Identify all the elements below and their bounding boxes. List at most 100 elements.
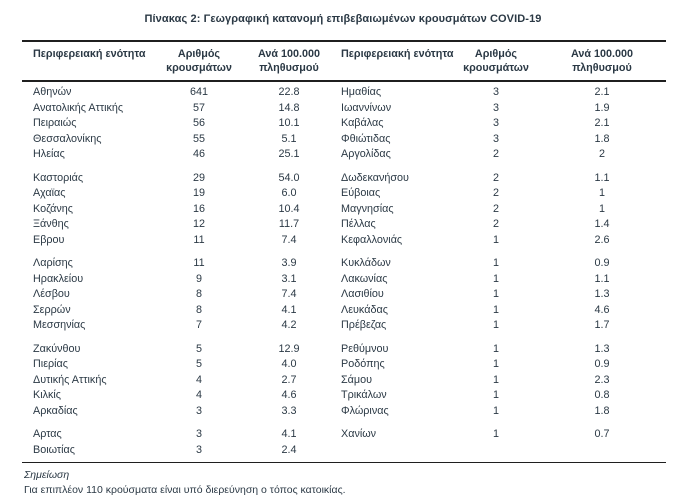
- region-cell: Ζακύνθου: [33, 342, 81, 355]
- rate-cell: 0.9: [594, 358, 610, 370]
- cases-cell: 7: [195, 319, 202, 331]
- col-header-cases-right-label: Αριθμός κρουσμάτων: [463, 48, 529, 74]
- footnote: Σημείωση Για επιπλέον 110 κρούσματα είνα…: [24, 468, 686, 498]
- region-cell: Ηρακλείου: [33, 272, 84, 285]
- rate-cell: 2.1: [594, 86, 610, 98]
- region-cell: Κυκλάδων: [341, 257, 391, 269]
- rate-cell: 1.4: [594, 218, 610, 230]
- table-row: Πειραιώς 56 10.1 Καβάλας 3 2.1: [22, 116, 666, 132]
- region-cell: Βοιωτίας: [22, 442, 156, 463]
- cases-cell: 8: [195, 303, 202, 316]
- cases-cell: 55: [192, 132, 205, 145]
- region-cell: Εβρου: [33, 233, 65, 246]
- region-cell: Κιλκίς: [33, 389, 61, 401]
- rate-cell: 2: [598, 148, 605, 160]
- cases-cell: 1: [492, 428, 499, 440]
- table-row: Καστοριάς 29 54.0 Δωδεκανήσου 2 1.1: [22, 163, 666, 187]
- region-cell: Πιερίας: [33, 358, 68, 370]
- cases-cell: 1: [492, 358, 499, 370]
- region-cell: Ροδόπης: [341, 358, 385, 370]
- region-cell: [336, 442, 454, 463]
- cases-cell: 3: [156, 442, 242, 463]
- table-row: Πιερίας 5 4.0 Ροδόπης 1 0.9: [22, 357, 666, 373]
- rate-cell: 25.1: [278, 148, 300, 160]
- rate-cell: 5.1: [281, 132, 297, 145]
- rate-cell: 2.3: [594, 373, 610, 386]
- rate-cell: 2.1: [594, 117, 610, 129]
- col-header-region-left: Περιφερειακή ενότητα: [22, 40, 156, 82]
- cases-cell: 3: [195, 428, 202, 440]
- region-cell: Θεσσαλονίκης: [33, 132, 102, 145]
- cases-cell: 3: [195, 404, 202, 417]
- region-cell: Μαγνησίας: [341, 202, 394, 215]
- region-cell: Κεφαλλονιάς: [341, 233, 403, 246]
- rate-cell: 10.4: [278, 202, 300, 215]
- cases-cell: 1: [492, 389, 499, 401]
- rate-cell: 3.1: [281, 272, 297, 285]
- rate-cell: 54.0: [278, 171, 300, 184]
- region-cell: Λαρίσης: [33, 257, 73, 269]
- rate-cell: [538, 442, 666, 463]
- table-row: Κιλκίς 4 4.6 Τρικάλων 1 0.8: [22, 388, 666, 404]
- region-cell: Αργολίδας: [341, 148, 391, 160]
- region-cell: Πειραιώς: [33, 117, 77, 129]
- cases-cell: 1: [492, 404, 499, 417]
- cases-cell: 1: [492, 257, 499, 269]
- cases-cell: 3: [492, 132, 499, 145]
- region-cell: Λευκάδας: [341, 303, 388, 316]
- cases-cell: 9: [195, 272, 202, 285]
- table-row: Αρκαδίας 3 3.3 Φλώρινας 1 1.8: [22, 404, 666, 420]
- rate-cell: 4.0: [281, 358, 297, 370]
- region-cell: Αθηνών: [33, 86, 72, 98]
- rate-cell: 4.2: [281, 319, 297, 331]
- cases-cell: 4: [195, 389, 202, 401]
- col-header-rate-right-label: Ανά 100.000 πληθυσμού: [570, 48, 634, 74]
- rate-cell: 7.4: [281, 288, 297, 300]
- col-header-cases-left-label: Αριθμός κρουσμάτων: [166, 48, 232, 74]
- region-cell: Αρκαδίας: [33, 404, 78, 417]
- covid-region-table: Περιφερειακή ενότητα Αριθμός κρουσμάτων …: [22, 40, 666, 463]
- table-row: Σερρών 8 4.1 Λευκάδας 1 4.6: [22, 303, 666, 319]
- rate-cell: 14.8: [278, 101, 300, 114]
- rate-cell: 1.8: [594, 404, 610, 417]
- table-row: Θεσσαλονίκης 55 5.1 Φθιώτιδας 3 1.8: [22, 132, 666, 148]
- rate-cell: 2.6: [594, 233, 610, 246]
- cases-cell: 11: [193, 257, 205, 269]
- cases-cell: 1: [492, 303, 499, 316]
- cases-cell: 2: [492, 202, 499, 215]
- region-cell: Καβάλας: [341, 117, 384, 129]
- rate-cell: 6.0: [281, 187, 297, 199]
- row-group: Καστοριάς 29 54.0 Δωδεκανήσου 2 1.1 Αχαϊας 19 6.…: [22, 163, 666, 249]
- region-cell: Αρτας: [33, 428, 62, 440]
- region-cell: Σερρών: [33, 303, 71, 316]
- col-header-rate-right: Ανά 100.000 πληθυσμού: [538, 40, 666, 82]
- rate-cell: 10.1: [278, 117, 300, 129]
- col-header-rate-left: Ανά 100.000 πληθυσμού: [242, 40, 336, 82]
- col-header-cases-left: Αριθμός κρουσμάτων: [156, 40, 242, 82]
- cases-cell: 29: [192, 171, 205, 184]
- cases-cell: 56: [192, 117, 205, 129]
- rate-cell: 1.3: [594, 342, 610, 355]
- table-row: Εβρου 11 7.4 Κεφαλλονιάς 1 2.6: [22, 233, 666, 249]
- rate-cell: 0.9: [594, 257, 610, 269]
- table-row: Μεσσηνίας 7 4.2 Πρέβεζας 1 1.7: [22, 318, 666, 334]
- table-row: Ζακύνθου 5 12.9 Ρεθύμνου 1 1.3: [22, 334, 666, 358]
- rate-cell: 2.7: [281, 373, 297, 386]
- col-header-rate-left-label: Ανά 100.000 πληθυσμού: [257, 48, 321, 74]
- cases-cell: 5: [195, 358, 202, 370]
- rate-cell: 11.7: [278, 218, 300, 230]
- col-header-cases-right: Αριθμός κρουσμάτων: [454, 40, 538, 82]
- rate-cell: 12.9: [278, 342, 300, 355]
- cases-cell: 8: [195, 288, 202, 300]
- cases-cell: 641: [189, 86, 208, 98]
- region-cell: Σάμου: [341, 373, 373, 386]
- table-row: Ανατολικής Αττικής 57 14.8 Ιωαννίνων 3 1.9: [22, 101, 666, 117]
- cases-cell: 1: [492, 288, 499, 300]
- table-row: Λέσβου 8 7.4 Λασιθίου 1 1.3: [22, 287, 666, 303]
- rate-cell: 1.7: [594, 319, 610, 331]
- cases-cell: 5: [195, 342, 202, 355]
- region-cell: Καστοριάς: [33, 171, 84, 184]
- cases-cell: 57: [192, 101, 205, 114]
- footnote-label: Σημείωση: [24, 469, 70, 481]
